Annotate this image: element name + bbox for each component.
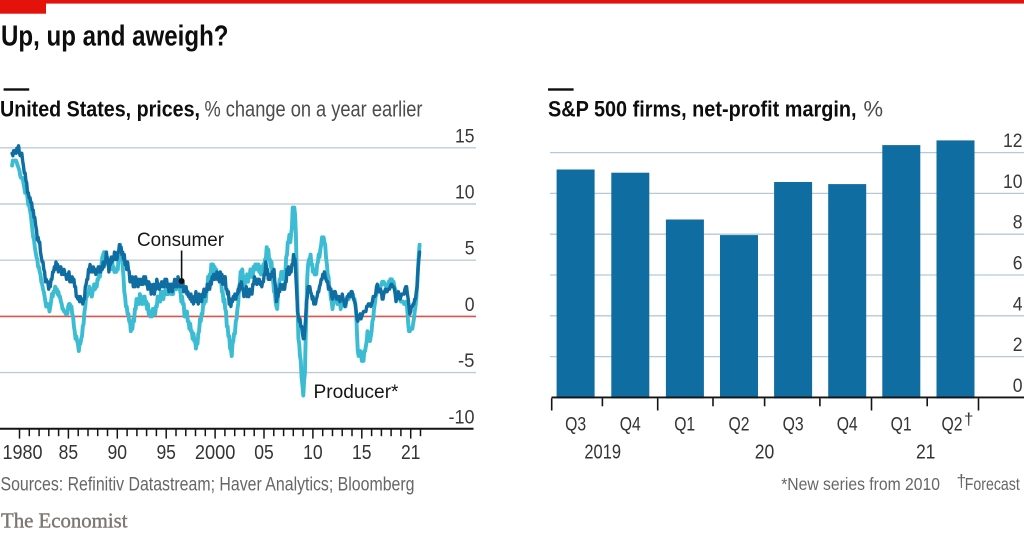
svg-text:Q3: Q3	[565, 415, 586, 436]
svg-text:United States, prices,: United States, prices,	[0, 97, 200, 122]
svg-text:10: 10	[455, 182, 475, 204]
svg-text:1980: 1980	[3, 442, 43, 464]
svg-text:Up, up and aweigh?: Up, up and aweigh?	[1, 21, 229, 53]
svg-text:10: 10	[303, 442, 323, 464]
svg-text:05: 05	[254, 442, 274, 464]
svg-text:Producer*: Producer*	[314, 381, 399, 403]
svg-text:0: 0	[1013, 375, 1023, 397]
svg-text:Q1: Q1	[891, 415, 912, 436]
svg-text:90: 90	[108, 442, 128, 464]
svg-text:8: 8	[1013, 212, 1023, 234]
svg-text:12: 12	[1003, 130, 1023, 152]
svg-text:% change on a year earlier: % change on a year earlier	[205, 97, 423, 122]
svg-text:Consumer: Consumer	[137, 229, 224, 251]
svg-text:21: 21	[401, 442, 421, 464]
svg-text:Sources: Refinitiv Datastream;: Sources: Refinitiv Datastream; Haver Ana…	[1, 474, 415, 495]
svg-text:15: 15	[352, 442, 372, 464]
svg-text:Q2: Q2	[942, 415, 963, 436]
svg-text:†: †	[964, 410, 973, 429]
svg-text:15: 15	[455, 125, 475, 147]
svg-text:95: 95	[156, 442, 176, 464]
svg-text:†: †	[957, 471, 967, 491]
svg-text:The Economist: The Economist	[1, 509, 128, 533]
svg-text:*New series from 2010: *New series from 2010	[781, 474, 940, 494]
svg-text:0: 0	[465, 294, 475, 316]
svg-text:Q4: Q4	[837, 415, 858, 436]
svg-text:Q2: Q2	[729, 415, 750, 436]
svg-text:5: 5	[465, 238, 475, 260]
svg-text:20: 20	[755, 442, 775, 464]
svg-text:S&P 500 firms, net-profit marg: S&P 500 firms, net-profit margin,	[548, 97, 857, 122]
svg-text:-5: -5	[458, 350, 475, 372]
svg-text:Q1: Q1	[674, 415, 695, 436]
svg-text:2019: 2019	[584, 442, 621, 464]
svg-text:%: %	[864, 97, 884, 122]
svg-text:Q3: Q3	[783, 415, 804, 436]
svg-text:4: 4	[1013, 293, 1023, 315]
svg-text:2: 2	[1013, 334, 1023, 356]
svg-text:6: 6	[1013, 253, 1023, 275]
svg-text:Forecast: Forecast	[965, 474, 1020, 494]
svg-text:-10: -10	[449, 406, 475, 428]
svg-text:21: 21	[916, 442, 936, 464]
svg-text:85: 85	[59, 442, 79, 464]
svg-text:2000: 2000	[195, 442, 236, 464]
svg-text:Q4: Q4	[620, 415, 641, 436]
svg-text:10: 10	[1003, 171, 1023, 193]
